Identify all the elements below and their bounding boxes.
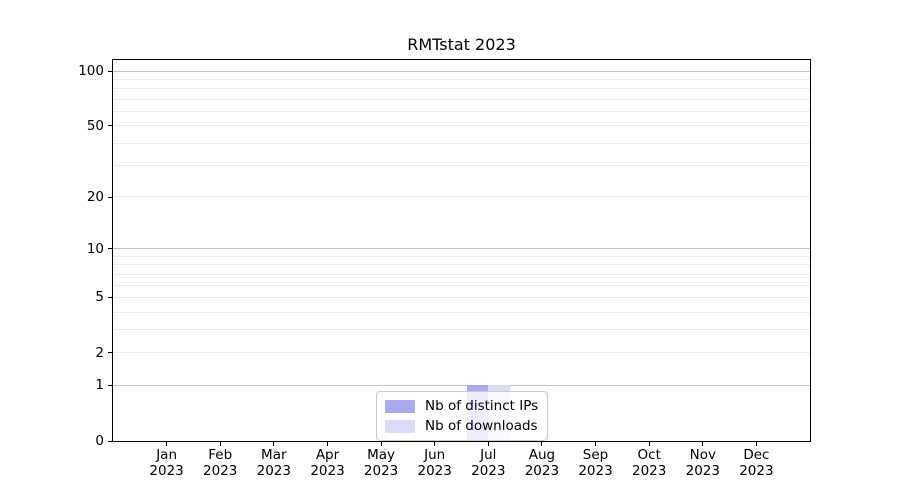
gridline-minor bbox=[113, 196, 810, 197]
x-tick-year: 2023 bbox=[417, 463, 452, 479]
gridline-minor bbox=[113, 143, 810, 144]
x-tick-label: Oct 2023 bbox=[621, 447, 677, 479]
x-tick-month: Oct bbox=[637, 447, 661, 463]
gridline-minor bbox=[113, 274, 810, 275]
y-tick-mark bbox=[108, 440, 112, 442]
legend-swatch bbox=[385, 399, 415, 413]
y-tick-label: 0 bbox=[95, 433, 104, 449]
gridline-minor bbox=[113, 111, 810, 112]
y-tick-label: 5 bbox=[95, 289, 104, 306]
x-tick-year: 2023 bbox=[310, 463, 345, 479]
x-tick-year: 2023 bbox=[256, 463, 291, 479]
x-tick-month: Sep bbox=[582, 447, 609, 463]
x-tick-label: Jan 2023 bbox=[139, 447, 195, 479]
gridline-minor bbox=[113, 88, 810, 89]
x-tick-label: Dec 2023 bbox=[728, 447, 784, 479]
x-tick-month: Feb bbox=[208, 447, 233, 463]
x-tick-month: Aug bbox=[528, 447, 556, 463]
y-tick-label: 2 bbox=[95, 344, 104, 361]
gridline-major bbox=[113, 385, 810, 386]
x-tick-label: Jun 2023 bbox=[407, 447, 463, 479]
y-tick-label: 1 bbox=[95, 377, 104, 394]
legend-label: Nb of distinct IPs bbox=[425, 398, 539, 414]
x-tick-label: Apr 2023 bbox=[300, 447, 356, 479]
x-tick-month: Jul bbox=[480, 447, 497, 463]
x-tick-year: 2023 bbox=[685, 463, 720, 479]
gridline-minor bbox=[113, 125, 810, 126]
x-tick-label: Jul 2023 bbox=[460, 447, 516, 479]
chart-title: RMTstat 2023 bbox=[407, 35, 516, 54]
y-tick-mark bbox=[108, 296, 112, 298]
y-tick-mark bbox=[108, 352, 112, 354]
x-tick-year: 2023 bbox=[578, 463, 613, 479]
x-tick-year: 2023 bbox=[149, 463, 184, 479]
x-tick-mark bbox=[380, 442, 382, 446]
legend-swatch bbox=[385, 419, 415, 433]
x-tick-mark bbox=[648, 442, 650, 446]
gridline-minor bbox=[113, 312, 810, 313]
x-tick-mark bbox=[702, 442, 704, 446]
x-tick-mark bbox=[487, 442, 489, 446]
x-tick-month: Nov bbox=[689, 447, 716, 463]
x-tick-year: 2023 bbox=[363, 463, 399, 479]
gridline-minor bbox=[113, 297, 810, 298]
x-tick-year: 2023 bbox=[739, 463, 774, 479]
plot-area bbox=[112, 59, 811, 442]
gridline-minor bbox=[113, 285, 810, 286]
legend-entry: Nb of downloads bbox=[385, 416, 538, 436]
gridline-minor bbox=[113, 165, 810, 166]
x-tick-mark bbox=[219, 442, 221, 446]
x-tick-year: 2023 bbox=[524, 463, 560, 479]
y-tick-mark bbox=[108, 248, 112, 250]
legend-entry: Nb of distinct IPs bbox=[385, 396, 538, 416]
legend: Nb of distinct IPs Nb of downloads bbox=[376, 391, 549, 441]
x-tick-month: Apr bbox=[315, 447, 340, 463]
x-tick-month: Jan bbox=[156, 447, 177, 463]
x-tick-month: Mar bbox=[261, 447, 287, 463]
x-tick-mark bbox=[541, 442, 543, 446]
x-tick-label: Mar 2023 bbox=[246, 447, 302, 479]
x-tick-label: Feb 2023 bbox=[192, 447, 248, 479]
gridline-minor bbox=[113, 264, 810, 265]
x-tick-mark bbox=[595, 442, 596, 446]
x-tick-month: May bbox=[367, 447, 396, 463]
gridline-minor bbox=[113, 329, 810, 330]
x-tick-mark bbox=[327, 442, 328, 446]
x-tick-year: 2023 bbox=[632, 463, 667, 479]
y-tick-label: 100 bbox=[78, 63, 104, 80]
x-tick-mark bbox=[273, 442, 275, 446]
x-tick-mark bbox=[434, 442, 436, 446]
gridline-minor bbox=[113, 99, 810, 100]
legend-label: Nb of downloads bbox=[425, 418, 538, 434]
x-tick-year: 2023 bbox=[203, 463, 238, 479]
x-tick-label: May 2023 bbox=[353, 447, 409, 479]
y-tick-label: 10 bbox=[86, 240, 104, 257]
y-tick-label: 50 bbox=[86, 117, 104, 134]
x-tick-year: 2023 bbox=[471, 463, 506, 479]
x-tick-label: Nov 2023 bbox=[675, 447, 731, 479]
y-tick-label: 20 bbox=[86, 189, 104, 205]
x-tick-month: Jun bbox=[424, 447, 446, 463]
x-tick-label: Aug 2023 bbox=[514, 447, 570, 479]
x-tick-month: Dec bbox=[743, 447, 770, 463]
gridline-minor bbox=[113, 352, 810, 353]
x-tick-mark bbox=[166, 442, 168, 446]
x-tick-mark bbox=[755, 442, 757, 446]
gridline-major bbox=[113, 71, 810, 72]
y-tick-mark bbox=[108, 384, 112, 386]
gridline-major bbox=[113, 248, 810, 249]
gridline-minor bbox=[113, 79, 810, 80]
x-tick-label: Sep 2023 bbox=[568, 447, 624, 479]
y-tick-mark bbox=[108, 196, 112, 198]
gridline-minor bbox=[113, 256, 810, 257]
y-tick-mark bbox=[108, 70, 112, 72]
y-tick-mark bbox=[108, 125, 112, 127]
